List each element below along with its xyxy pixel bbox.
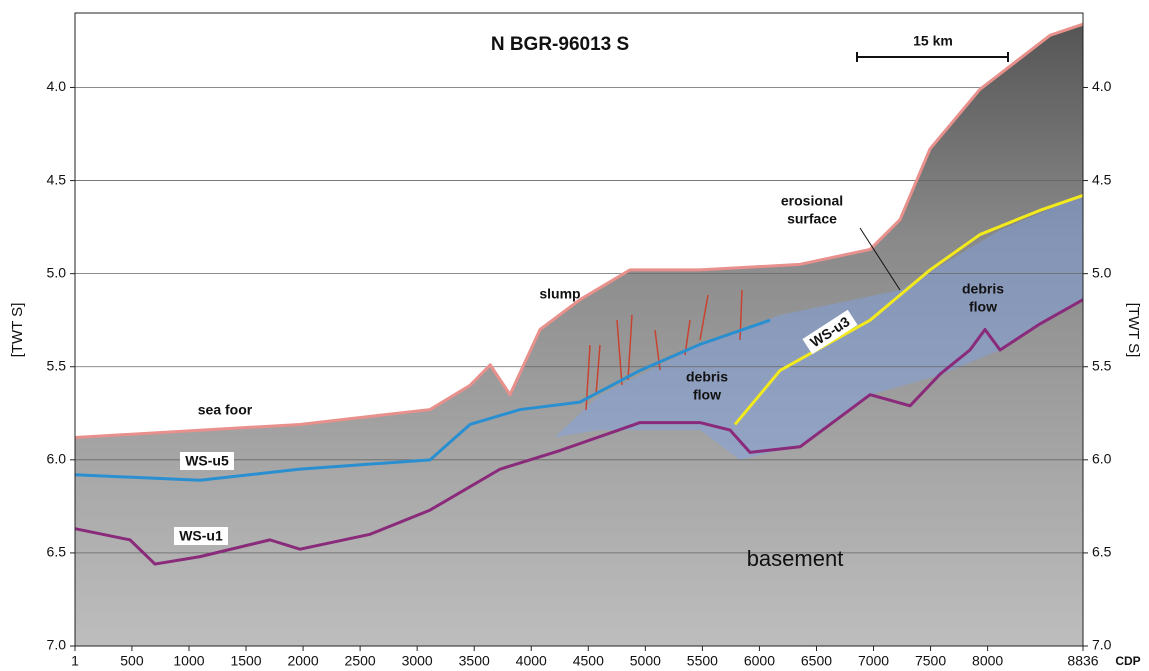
x-tick-label: 3000: [402, 653, 433, 669]
y-tick-label-right: 6.5: [1092, 544, 1112, 560]
x-tick-label: 7500: [915, 653, 946, 669]
y-tick-label-right: 7.0: [1092, 637, 1112, 653]
scale-label: 15 km: [913, 33, 953, 49]
y-tick-label: 6.0: [47, 451, 67, 467]
y-tick-label-right: 4.5: [1092, 171, 1112, 187]
sediment-fill: [75, 24, 1083, 646]
plot-frame: [74, 12, 1084, 647]
label-box: [802, 309, 858, 355]
x-tick-label: 1000: [173, 653, 204, 669]
y-axis-title-right: [TWT S]: [1125, 303, 1142, 358]
y-tick-label-right: 6.0: [1092, 451, 1112, 467]
x-tick-label: 2000: [287, 653, 318, 669]
y-tick-label-right: 5.0: [1092, 264, 1112, 280]
debris-flow-area: [555, 195, 1083, 460]
annotation: flow: [693, 387, 721, 403]
y-axis-title: [TWT S]: [9, 303, 26, 358]
annotation: flow: [969, 299, 997, 315]
x-tick-label: 6500: [801, 653, 832, 669]
x-tick-label: 7000: [858, 653, 889, 669]
y-tick-label: 5.5: [47, 357, 67, 373]
y-tick-label: 7.0: [47, 637, 67, 653]
chart-title: N BGR-96013 S: [491, 34, 629, 55]
y-tick-label: 4.0: [47, 78, 67, 94]
y-tick-label: 4.5: [47, 171, 67, 187]
x-tick-label: 6000: [744, 653, 775, 669]
x-tick-label: 500: [120, 653, 144, 669]
annotation: debris: [686, 369, 728, 385]
x-tick-label: 2500: [345, 653, 376, 669]
x-tick-label: 3500: [459, 653, 490, 669]
series-label: WS-u1: [179, 528, 223, 544]
annotation: basement: [747, 546, 844, 571]
y-tick-label-right: 4.0: [1092, 78, 1112, 94]
label-box: [174, 527, 228, 545]
x-tick-label: 8836: [1067, 653, 1098, 669]
annotation: erosional: [781, 193, 843, 209]
y-tick-label-right: 5.5: [1092, 357, 1112, 373]
x-tick-label: 1: [71, 653, 79, 669]
leader-line: [859, 227, 901, 291]
series-label: WS-u5: [185, 453, 229, 469]
annotation: surface: [787, 211, 837, 227]
label-box: [180, 452, 234, 470]
horizon-line: [74, 298, 1084, 566]
y-tick-label: 6.5: [47, 544, 67, 560]
x-tick-label: 1500: [230, 653, 261, 669]
annotation: slump: [539, 286, 580, 302]
x-tick-label: 8000: [972, 653, 1003, 669]
axes-layer: 4.0 4.0 4.5 4.5 5.0 5.0 5.5 5.5 6.0 6.0 6.5 6.5 7.0 7…: [47, 22, 1112, 669]
x-tick-label: 4000: [516, 653, 547, 669]
x-tick-label: 4500: [573, 653, 604, 669]
plot-layer: [75, 24, 1083, 646]
y-tick-label: 5.0: [47, 264, 67, 280]
horizon-line: [74, 22, 1084, 439]
series-label: sea foor: [198, 402, 253, 418]
horizon-line: [733, 194, 1084, 426]
x-tick-label: 5500: [687, 653, 718, 669]
annotation: debris: [962, 281, 1004, 297]
x-tick-label: 5000: [630, 653, 661, 669]
horizon-line: [74, 318, 771, 482]
x-axis-title: CDP: [1115, 654, 1140, 668]
